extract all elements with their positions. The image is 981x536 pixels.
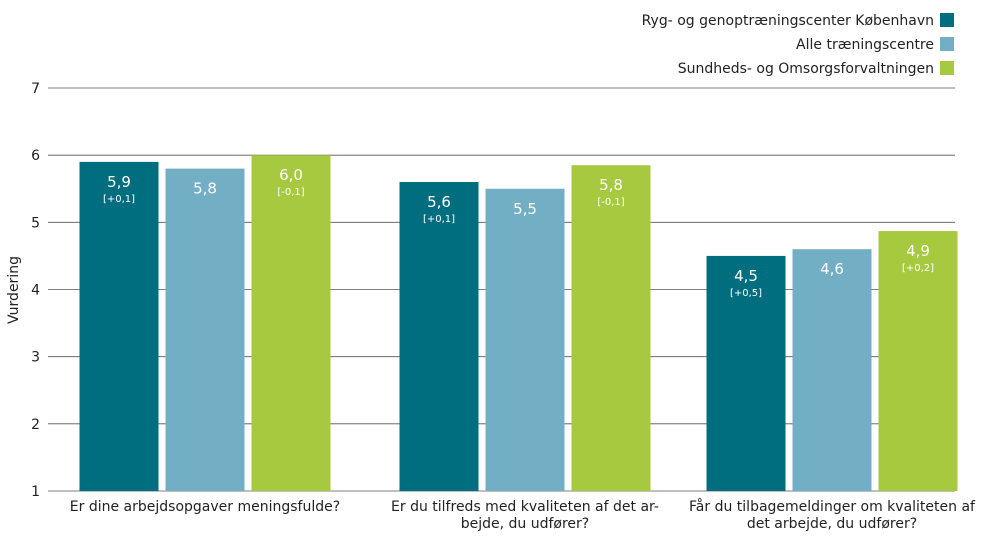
change-label: [+0,1] (423, 214, 455, 225)
category-label: Får du tilbagemeldinger om kvaliteten af (689, 498, 976, 515)
y-tick-label: 6 (31, 148, 40, 164)
data-label: 5,9 (107, 173, 131, 191)
data-label: 6,0 (279, 166, 303, 184)
category-label: Er du tilfreds med kvaliteten af det ar- (391, 499, 659, 515)
change-label: [-0,1] (277, 187, 304, 198)
y-tick-label: 5 (31, 215, 40, 231)
data-label: 4,9 (906, 242, 930, 260)
data-label: 5,8 (599, 176, 623, 194)
change-label: [-0,1] (597, 197, 624, 208)
category-labels: Er dine arbejdsopgaver meningsfulde? Er d… (70, 498, 976, 532)
bar (400, 182, 479, 491)
y-axis-ticks: 1 2 3 4 5 6 7 (31, 81, 40, 500)
data-label: 5,6 (427, 193, 451, 211)
y-tick-label: 3 (31, 350, 40, 366)
y-axis-label: Vurdering (6, 256, 22, 324)
legend: Ryg- og genoptræningscenter København All… (642, 13, 954, 77)
legend-swatch (940, 61, 954, 75)
legend-label: Ryg- og genoptræningscenter København (642, 13, 934, 29)
bar (80, 162, 159, 491)
legend-label: Alle træningscentre (796, 37, 934, 53)
legend-swatch (940, 37, 954, 51)
data-label: 4,6 (820, 260, 844, 278)
category-label: det arbejde, du udfører? (747, 516, 917, 532)
y-tick-label: 2 (31, 417, 40, 433)
y-tick-label: 1 (31, 484, 40, 500)
bar (572, 165, 651, 491)
y-tick-label: 4 (31, 283, 40, 299)
category-label: bejde, du udfører? (461, 516, 590, 532)
y-tick-label: 7 (31, 81, 40, 97)
data-label: 5,5 (513, 200, 537, 218)
data-label: 4,5 (734, 267, 758, 285)
legend-label: Sundheds- og Omsorgsforvaltningen (678, 61, 934, 77)
bar (793, 249, 872, 491)
bar (166, 169, 245, 491)
change-label: [+0,1] (103, 194, 135, 205)
category-label: Er dine arbejdsopgaver meningsfulde? (70, 499, 340, 515)
legend-swatch (940, 13, 954, 27)
bar (486, 189, 565, 491)
bar (252, 155, 331, 491)
change-label: [+0,5] (730, 288, 762, 299)
change-label: [+0,2] (902, 263, 934, 274)
data-label: 5,8 (193, 180, 217, 198)
